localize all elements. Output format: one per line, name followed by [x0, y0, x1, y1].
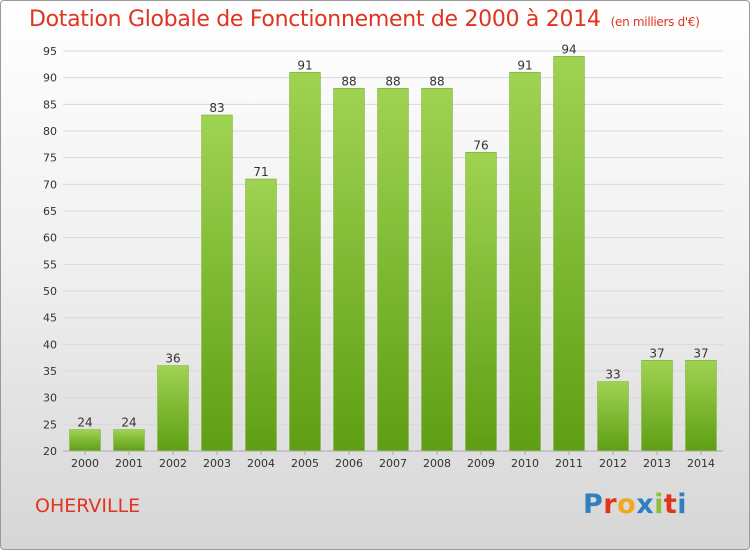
value-label-2011: 94 — [561, 42, 576, 56]
value-label-2004: 71 — [253, 165, 268, 179]
value-label-2008: 88 — [429, 74, 444, 88]
bars — [69, 56, 717, 452]
commune-name: OHERVILLE — [35, 495, 141, 517]
brand-letter: i — [654, 489, 664, 520]
y-tick-label: 80 — [43, 125, 57, 138]
y-tick-label: 20 — [43, 445, 57, 458]
x-tick-label-2005: 2005 — [291, 457, 319, 470]
chart-subtitle: (en milliers d'€) — [610, 15, 700, 29]
value-label-2000: 24 — [77, 416, 92, 430]
y-tick-label: 55 — [43, 258, 57, 271]
x-tick-label-2004: 2004 — [247, 457, 275, 470]
value-label-2010: 91 — [517, 58, 532, 72]
value-label-2005: 91 — [297, 58, 312, 72]
x-tick-label-2001: 2001 — [115, 457, 143, 470]
y-tick-label: 70 — [43, 178, 57, 191]
x-tick-label-2013: 2013 — [643, 457, 671, 470]
bar-2002 — [157, 365, 189, 452]
x-tick-label-2012: 2012 — [599, 457, 627, 470]
brand-letter: x — [636, 489, 655, 520]
bar-2001 — [113, 429, 145, 452]
bar-2003 — [201, 114, 233, 452]
y-tick-label: 25 — [43, 418, 57, 431]
x-tick-label-2009: 2009 — [467, 457, 495, 470]
x-tick-label-2006: 2006 — [335, 457, 363, 470]
chart-title: Dotation Globale de Fonctionnement de 20… — [29, 7, 700, 32]
value-label-2006: 88 — [341, 74, 356, 88]
x-tick-label-2008: 2008 — [423, 457, 451, 470]
brand-letter: o — [617, 489, 637, 520]
brand-logo: Proxiti — [583, 489, 687, 520]
chart-title-text: Dotation Globale de Fonctionnement de 20… — [29, 7, 601, 32]
bar-2009 — [465, 152, 497, 452]
brand-letter: P — [583, 489, 604, 520]
brand-letter: i — [677, 489, 688, 520]
value-label-2013: 37 — [649, 346, 664, 360]
value-label-2009: 76 — [473, 138, 488, 152]
y-tick-label: 45 — [43, 312, 57, 325]
bar-2013 — [641, 360, 673, 452]
axes: 20 25 30 35 40 45 50 55 60 65 70 75 80 85 90 95 24 2000 24… — [43, 42, 723, 470]
bar-2007 — [377, 88, 409, 452]
bar-2010 — [509, 72, 541, 452]
bar-2014 — [685, 360, 717, 452]
brand-letter: t — [663, 489, 678, 520]
value-label-2012: 33 — [605, 368, 620, 382]
x-tick-label-2000: 2000 — [71, 457, 99, 470]
value-label-2014: 37 — [693, 346, 708, 360]
y-tick-label: 75 — [43, 152, 57, 165]
x-tick-label-2007: 2007 — [379, 457, 407, 470]
y-tick-label: 90 — [43, 72, 57, 85]
bar-2000 — [69, 429, 101, 452]
bar-2006 — [333, 88, 365, 452]
value-label-2002: 36 — [165, 352, 180, 366]
bar-2004 — [245, 178, 277, 452]
y-tick-label: 40 — [43, 338, 57, 351]
value-label-2007: 88 — [385, 74, 400, 88]
x-tick-label-2014: 2014 — [687, 457, 715, 470]
value-label-2001: 24 — [121, 416, 136, 430]
x-tick-label-2002: 2002 — [159, 457, 187, 470]
value-label-2003: 83 — [209, 101, 224, 115]
brand-letter: r — [603, 489, 618, 520]
y-tick-label: 60 — [43, 232, 57, 245]
y-tick-label: 35 — [43, 365, 57, 378]
x-tick-label-2011: 2011 — [555, 457, 583, 470]
y-tick-label: 50 — [43, 285, 57, 298]
bar-2005 — [289, 72, 321, 452]
bar-2008 — [421, 88, 453, 452]
y-tick-label: 65 — [43, 205, 57, 218]
x-tick-label-2010: 2010 — [511, 457, 539, 470]
bar-2011 — [553, 56, 585, 452]
y-tick-label: 85 — [43, 98, 57, 111]
y-tick-label: 95 — [43, 45, 57, 58]
x-tick-label-2003: 2003 — [203, 457, 231, 470]
bar-2012 — [597, 381, 629, 452]
y-tick-label: 30 — [43, 392, 57, 405]
